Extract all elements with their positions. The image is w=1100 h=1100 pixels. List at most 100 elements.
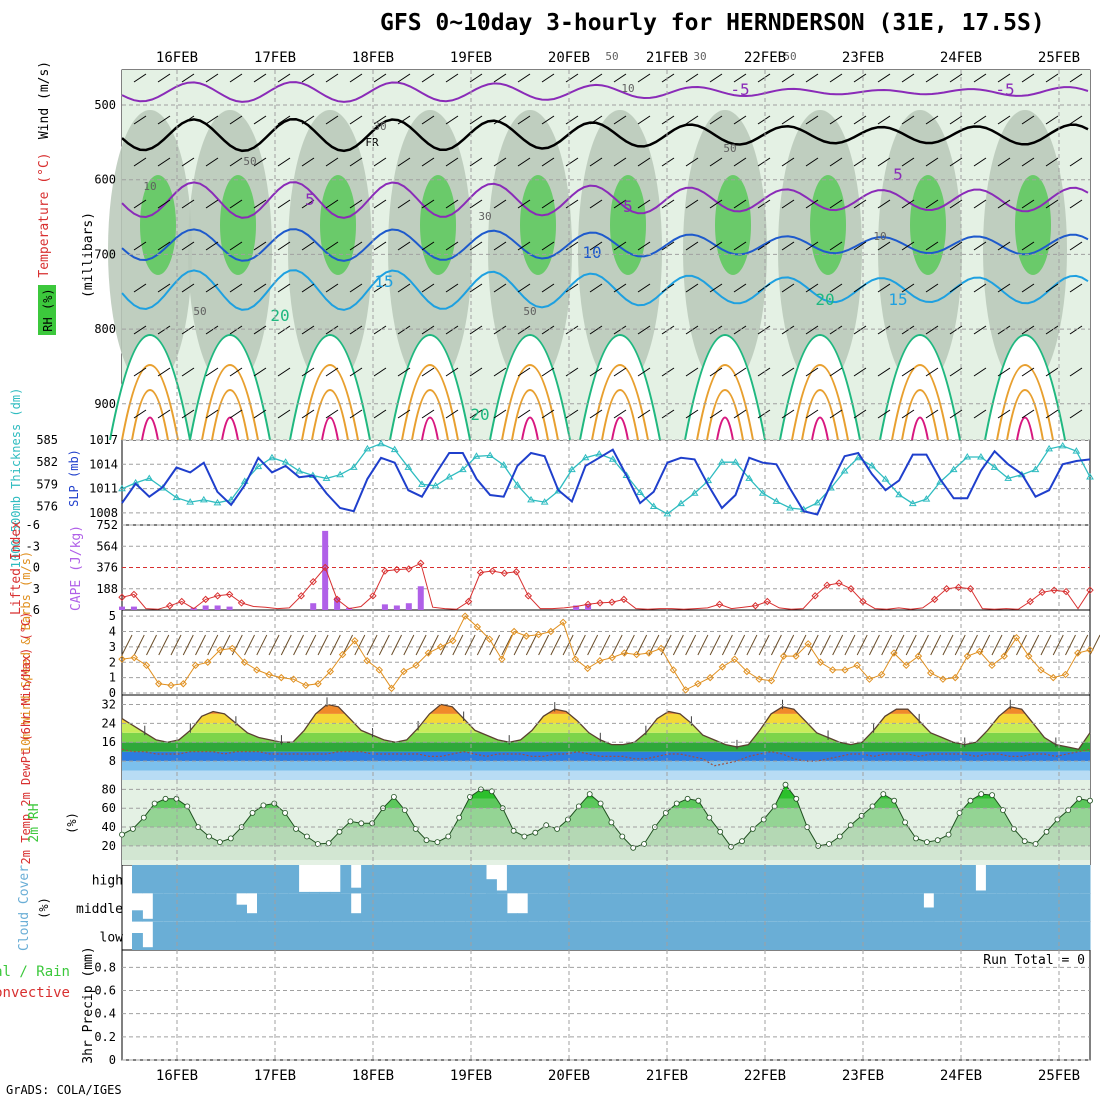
wind-speed-point: [792, 652, 800, 660]
top-date-label: 21FEB: [646, 50, 688, 66]
wind-speed-point: [645, 649, 653, 657]
upper-wind-barb: [1069, 241, 1083, 251]
cloud-high-bar: [132, 865, 143, 894]
cloud-middle-bar: [1006, 893, 1018, 922]
cloud-high-bar: [1058, 865, 1070, 894]
upper-wind-barb: [949, 199, 963, 209]
upper-wind-barb: [277, 157, 291, 167]
wind-speed-point: [559, 618, 567, 627]
upper-wind-barb: [325, 73, 339, 83]
upper-wind-barb: [949, 241, 963, 251]
wind-y-tick: 0: [109, 686, 116, 700]
wind-barb: [525, 634, 537, 656]
wind-barb: [366, 634, 378, 656]
temp-25-contour: [791, 364, 849, 441]
wind-speed-point: [1000, 652, 1008, 660]
cloud-middle-bar: [579, 893, 591, 922]
cloud-high-bar: [913, 865, 924, 894]
cloud-high-bar: [1079, 865, 1091, 894]
temp-color-band: [122, 704, 1090, 705]
upper-wind-barb: [277, 325, 291, 335]
temp-axis-label: 2m Temp 2m DewPt (6hr Min/Max) (°C): [19, 612, 33, 865]
slp-y-tick: 1011: [89, 482, 118, 496]
wind-speed-point: [375, 666, 384, 674]
upper-wind-barb: [493, 325, 507, 335]
wind-barb: [1040, 634, 1052, 656]
upper-wind-barb: [181, 283, 195, 293]
wind-speed-point: [608, 653, 616, 662]
rh-high-blob: [910, 175, 946, 275]
upper-wind-barb: [349, 325, 363, 335]
upper-wind-barb: [829, 283, 843, 293]
cloud-middle-bar: [600, 893, 612, 922]
wind-barb: [317, 634, 329, 656]
cape-bar: [310, 603, 317, 610]
cloud-high-bar: [173, 865, 185, 894]
wind-barb: [256, 634, 268, 656]
cloud-middle-bar: [142, 918, 154, 922]
wind-speed-point: [240, 658, 249, 666]
upper-wind-barb: [613, 157, 627, 167]
wind-speed-point: [338, 650, 347, 659]
wind-barb: [734, 634, 746, 656]
wind-speed-point: [730, 655, 739, 663]
temp-20-contour: [109, 334, 191, 441]
thickness-point: [731, 458, 740, 465]
temp-25-contour: [696, 364, 754, 441]
cloud-high-bar: [204, 865, 216, 894]
upper-wind-barb: [253, 157, 267, 167]
contour-label: 50: [605, 50, 618, 63]
rh-point: [673, 800, 680, 807]
cloud-high-bar: [704, 865, 716, 894]
thickness-point: [227, 495, 235, 503]
wind-barb: [979, 634, 991, 656]
temp-30-contour: [706, 389, 744, 441]
thickness-y-tick: 582: [36, 455, 58, 469]
cloud-high-bar: [506, 865, 518, 894]
wind-barb: [587, 634, 599, 656]
upper-wind-barb: [157, 157, 171, 167]
upper-wind-barb: [253, 73, 267, 83]
slp-axis-label: SLP (mb): [67, 449, 81, 507]
upper-wind-barb: [805, 241, 819, 251]
upper-wind-barb: [205, 283, 219, 293]
upper-wind-barb: [757, 241, 771, 251]
upper-wind-barb: [157, 73, 171, 83]
upper-y-tick: 500: [94, 98, 116, 112]
precip-axis-label: 3hr Precip (mm): [81, 946, 96, 1063]
upper-wind-barb: [565, 241, 579, 251]
cape-y-tick: 752: [96, 518, 118, 532]
temp-y-tick: 24: [102, 716, 116, 730]
thickness-point: [990, 463, 999, 470]
upper-wind-barb: [277, 409, 291, 419]
cloud-middle-bar: [569, 893, 581, 922]
upper-wind-barb: [421, 157, 435, 167]
upper-wind-barb: [133, 283, 147, 293]
upper-wind-barb: [805, 409, 819, 419]
rh-point: [151, 800, 158, 807]
cape-bar: [417, 586, 424, 610]
cloud-low-bar: [257, 921, 268, 950]
rh-point: [390, 794, 397, 800]
upper-wind-barb: [277, 73, 291, 83]
temp-color-band: [122, 742, 1090, 752]
wind-speed-point: [155, 680, 163, 688]
wind-barb: [881, 634, 893, 656]
upper-wind-barb: [1021, 241, 1035, 251]
upper-wind-barb: [517, 73, 531, 83]
cloud-high-bar: [163, 865, 175, 894]
upper-wind-barb: [637, 73, 651, 83]
upper-y-tick: 900: [94, 397, 116, 411]
li-point: [1038, 588, 1046, 596]
cloud-middle-bar: [361, 893, 372, 922]
thickness-point: [513, 481, 522, 488]
upper-wind-barb: [805, 199, 819, 209]
cloud-high-bar: [663, 865, 674, 894]
cloud-middle-bar: [319, 893, 331, 922]
precip-y-tick: 0.6: [94, 984, 116, 998]
upper-wind-barb: [205, 367, 219, 377]
upper-wind-barb: [613, 409, 627, 419]
wind-y-tick: 3: [109, 640, 116, 654]
upper-wind-barb: [157, 409, 171, 419]
temp-y-tick: 16: [102, 735, 116, 749]
